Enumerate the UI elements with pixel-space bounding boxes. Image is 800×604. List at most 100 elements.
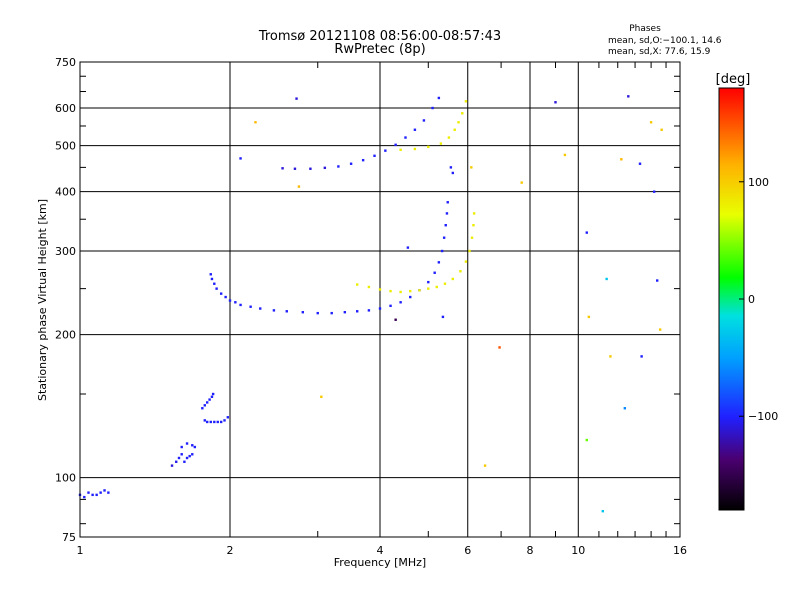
data-point: [427, 280, 430, 284]
data-point: [406, 246, 410, 249]
y-tick-label: 300: [55, 245, 76, 258]
data-point: [384, 149, 387, 152]
data-point: [219, 420, 223, 424]
data-point: [343, 311, 347, 314]
data-point: [83, 495, 86, 499]
data-point: [355, 283, 359, 286]
y-tick-label: 500: [55, 140, 76, 153]
data-point: [399, 148, 402, 152]
data-point: [185, 442, 189, 445]
data-point: [418, 289, 421, 292]
data-point: [427, 145, 430, 149]
data-point: [301, 311, 305, 314]
data-point: [464, 100, 468, 103]
data-point: [367, 309, 371, 312]
colorbar: [deg] 100 0 −100: [716, 72, 778, 511]
data-point: [437, 261, 441, 264]
data-point: [427, 287, 430, 290]
data-point: [640, 355, 643, 358]
data-point: [367, 285, 371, 289]
data-point: [249, 305, 252, 308]
data-point: [234, 301, 237, 304]
grid-lines: [80, 62, 680, 537]
data-point: [394, 143, 397, 147]
data-point: [554, 101, 557, 104]
data-point: [373, 154, 376, 157]
data-point: [281, 167, 284, 170]
data-point: [211, 392, 215, 396]
x-tick-label: 16: [673, 544, 687, 557]
y-tick-label: 400: [55, 186, 76, 199]
data-point: [272, 309, 276, 312]
data-point: [413, 128, 417, 131]
phase-stats-title: Phases: [629, 24, 661, 34]
data-point: [180, 445, 183, 449]
data-point: [180, 453, 183, 456]
data-point: [219, 292, 223, 295]
data-point: [446, 201, 449, 204]
data-point: [203, 404, 206, 407]
data-point: [224, 295, 227, 299]
y-tick-labels: 75 100 200 300 400 500 600 750: [55, 56, 76, 544]
data-point: [627, 95, 630, 98]
data-point: [394, 318, 397, 321]
data-point: [655, 279, 659, 282]
data-point: [205, 420, 209, 424]
x-tick-label: 6: [464, 544, 471, 557]
y-tick-label: 600: [55, 102, 76, 115]
data-point: [191, 453, 194, 456]
data-point: [259, 307, 262, 310]
data-point: [445, 212, 449, 215]
data-point: [433, 271, 436, 274]
data-point: [404, 136, 407, 139]
data-point: [442, 236, 446, 239]
data-point: [188, 454, 191, 458]
chart-title: Tromsø 20121108 08:56:00-08:57:43: [258, 29, 501, 44]
data-point: [449, 166, 453, 169]
data-point: [457, 121, 460, 124]
y-axis-label: Stationary phase Virtual Height [km]: [36, 199, 49, 401]
data-point: [601, 509, 605, 513]
data-point: [520, 181, 523, 184]
data-point: [316, 311, 319, 315]
data-point: [468, 249, 471, 253]
x-tick-labels: 1 2 4 6 8 10 16: [77, 544, 688, 557]
data-point: [177, 456, 181, 460]
data-point: [444, 224, 447, 227]
data-point: [498, 346, 501, 349]
data-point: [349, 162, 353, 165]
data-point: [87, 491, 90, 494]
data-point: [660, 128, 663, 131]
data-point: [213, 420, 216, 424]
data-point: [330, 311, 333, 315]
y-tick-label: 75: [62, 531, 76, 544]
data-point: [170, 464, 174, 467]
data-point: [453, 128, 456, 131]
colorbar-ticks: 100 0 −100: [739, 176, 778, 423]
data-point: [216, 420, 219, 424]
data-point: [422, 119, 426, 122]
data-point: [461, 112, 464, 115]
phase-stats-o: mean, sd,O:−100.1, 14.6: [608, 36, 722, 46]
data-point: [472, 212, 476, 215]
data-point: [223, 419, 226, 422]
data-point: [652, 190, 656, 193]
data-point: [483, 464, 487, 467]
phase-stats-x: mean, sd,X: 77.6, 15.9: [608, 47, 711, 57]
data-point: [293, 167, 297, 170]
data-point: [563, 153, 567, 157]
data-point: [193, 445, 197, 449]
data-point: [470, 166, 473, 169]
data-points: [78, 95, 663, 513]
data-point: [91, 493, 94, 497]
data-point: [205, 401, 209, 404]
x-tick-label: 4: [377, 544, 384, 557]
data-point: [409, 295, 412, 299]
data-point: [239, 303, 242, 307]
data-point: [431, 106, 434, 110]
data-point: [295, 97, 298, 100]
data-point: [437, 96, 441, 100]
data-point: [103, 489, 106, 492]
